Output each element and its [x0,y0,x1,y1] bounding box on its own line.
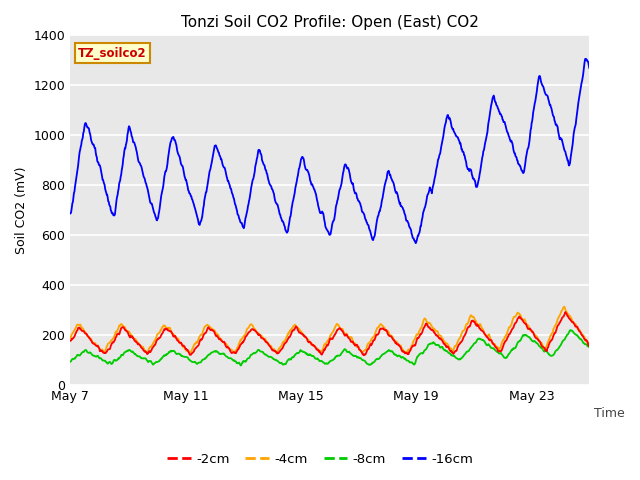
Legend: -2cm, -4cm, -8cm, -16cm: -2cm, -4cm, -8cm, -16cm [162,447,478,471]
Text: TZ_soilco2: TZ_soilco2 [78,47,147,60]
Text: Time: Time [595,408,625,420]
Title: Tonzi Soil CO2 Profile: Open (East) CO2: Tonzi Soil CO2 Profile: Open (East) CO2 [181,15,479,30]
Y-axis label: Soil CO2 (mV): Soil CO2 (mV) [15,166,28,254]
